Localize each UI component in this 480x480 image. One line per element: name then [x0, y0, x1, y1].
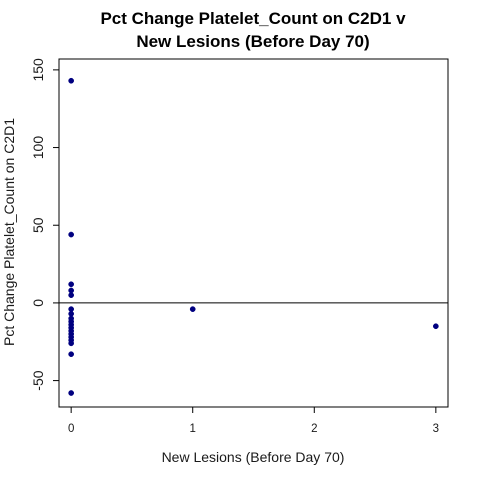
y-axis: -50 0 50 100 150: [30, 58, 59, 391]
chart-title-line-1: Pct Change Platelet_Count on C2D1 v: [100, 9, 406, 28]
data-point: [68, 77, 75, 84]
data-point: [68, 231, 75, 238]
data-point: [189, 306, 196, 312]
y-tick-label: 0: [30, 299, 46, 307]
plot-frame: [58, 58, 449, 408]
data-point: [68, 390, 75, 396]
y-tick-label: 100: [30, 136, 46, 160]
x-tick-label: 3: [433, 423, 439, 435]
data-point: [68, 281, 75, 288]
data-point: [68, 292, 75, 298]
x-tick-label: 0: [68, 423, 74, 435]
x-tick-label: 2: [311, 423, 317, 435]
x-axis: 0 1 2 3: [68, 407, 439, 435]
y-tick-label: 150: [30, 58, 46, 82]
data-point: [68, 351, 75, 358]
x-tick-label: 1: [190, 423, 196, 435]
x-axis-label: New Lesions (Before Day 70): [162, 449, 345, 465]
y-axis-label: Pct Change Platelet_Count on C2D1: [1, 118, 17, 346]
data-point: [432, 323, 439, 330]
chart-title-line-2: New Lesions (Before Day 70): [136, 32, 369, 51]
y-tick-label: 50: [30, 217, 46, 233]
data-points: [68, 77, 439, 396]
y-tick-label: -50: [30, 370, 46, 390]
data-point: [68, 340, 75, 347]
